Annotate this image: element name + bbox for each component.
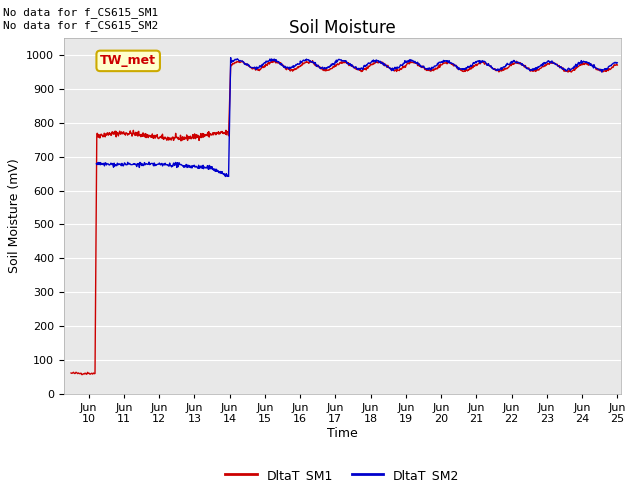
DltaT_SM1 (613, 62, 621, 68)
DltaT_SM2 (316, 64, 323, 70)
DltaT_SM2 (613, 60, 621, 66)
DltaT_SM1 (250, 66, 257, 72)
Text: No data for f_CS615_SM1
No data for f_CS615_SM2: No data for f_CS615_SM1 No data for f_CS… (3, 7, 159, 31)
DltaT_SM1 (559, 65, 567, 71)
DltaT_SM2 (195, 162, 202, 168)
Y-axis label: Soil Moisture (mV): Soil Moisture (mV) (8, 158, 20, 274)
DltaT_SM2 (531, 66, 538, 72)
DltaT_SM2 (250, 65, 258, 71)
DltaT_SM1 (67, 370, 75, 376)
DltaT_SM1 (596, 67, 604, 73)
Text: TW_met: TW_met (100, 54, 156, 67)
DltaT_SM2 (222, 174, 230, 180)
Title: Soil Moisture: Soil Moisture (289, 19, 396, 37)
DltaT_SM2 (231, 56, 239, 62)
Legend: DltaT_SM1, DltaT_SM2: DltaT_SM1, DltaT_SM2 (220, 464, 465, 480)
X-axis label: Time: Time (327, 427, 358, 440)
Line: DltaT_SM1: DltaT_SM1 (71, 60, 617, 374)
Line: DltaT_SM2: DltaT_SM2 (97, 58, 617, 177)
DltaT_SM2 (210, 167, 218, 173)
DltaT_SM1 (447, 61, 454, 67)
DltaT_SM2 (93, 161, 100, 167)
DltaT_SM1 (157, 133, 164, 139)
DltaT_SM1 (308, 58, 316, 63)
DltaT_SM2 (227, 55, 234, 60)
DltaT_SM1 (449, 61, 457, 67)
DltaT_SM1 (78, 372, 86, 377)
